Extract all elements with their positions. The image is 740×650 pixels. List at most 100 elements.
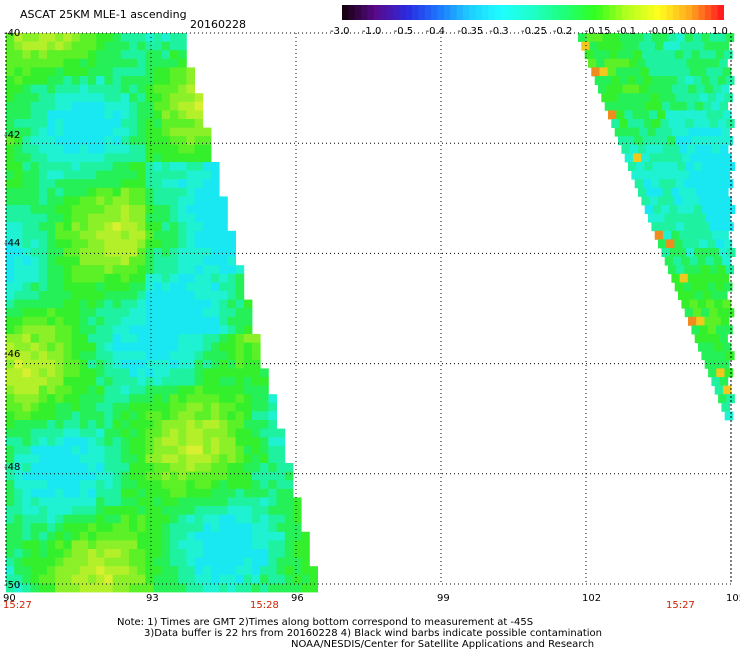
swath-cell [202, 402, 212, 412]
swath-cell [178, 351, 187, 361]
swath-cell [137, 93, 146, 103]
swath-cell [227, 454, 236, 464]
swath-cell [690, 153, 699, 163]
swath-cell [170, 359, 179, 369]
swath-cell [129, 574, 138, 584]
swath-cell [153, 325, 163, 335]
swath-cell [170, 127, 179, 137]
swath-cell [186, 368, 195, 378]
swath-cell [170, 239, 179, 249]
swath-cell [55, 557, 64, 567]
swath-cell [129, 110, 138, 120]
swath-cell [161, 162, 171, 171]
swath-cell [178, 480, 187, 490]
swath-cell [55, 308, 64, 318]
swath-cell [22, 230, 31, 240]
swath-cell [47, 127, 56, 137]
swath-cell [137, 334, 146, 343]
swath-cell [63, 50, 72, 60]
swath-cell [202, 506, 212, 515]
swath-cell [104, 583, 113, 593]
swath-cell [227, 377, 236, 386]
colorbar-swatch [609, 5, 617, 20]
swath-cell [194, 557, 204, 567]
swath-cell [112, 531, 122, 541]
swath-cell [227, 583, 236, 593]
swath-cell [243, 299, 253, 309]
swath-cell [55, 33, 64, 42]
swath-cell [137, 402, 146, 412]
swath-cell [96, 549, 105, 558]
swath-cell [63, 420, 72, 429]
swath-cell [227, 385, 236, 395]
swath-cell [120, 531, 130, 541]
swath-cell [682, 196, 691, 206]
swath-cell [663, 127, 673, 137]
swath-cell [30, 187, 40, 197]
swath-cell [104, 179, 113, 189]
swath-cell [22, 41, 31, 51]
swath-cell [252, 557, 261, 567]
swath-cell [211, 256, 220, 266]
swath-cell [30, 583, 40, 593]
swath-cell [30, 110, 40, 120]
swath-cell [104, 248, 113, 257]
swath-cell [243, 402, 253, 412]
swath-cell [276, 566, 286, 576]
swath-cell [714, 385, 724, 395]
swath-cell [615, 67, 625, 77]
swath-cell [630, 41, 640, 51]
swath-cell [104, 239, 113, 249]
swath-cell [120, 411, 130, 421]
swath-cell [670, 101, 679, 111]
swath-cell [657, 110, 666, 120]
swath-cell [88, 110, 97, 120]
swath-cell [88, 506, 97, 515]
swath-cell [194, 574, 204, 584]
swath-cell [219, 316, 228, 326]
swath-cell [79, 50, 89, 60]
swath-cell [71, 394, 81, 404]
swath-cell [268, 471, 277, 481]
swath-cell [170, 33, 179, 42]
swath-cell [88, 76, 97, 85]
swath-cell [153, 420, 163, 429]
swath-cell [161, 170, 171, 180]
swath-cell [170, 428, 179, 438]
swath-cell [14, 136, 23, 146]
swath-cell [664, 256, 674, 266]
swath-cell [647, 127, 657, 137]
swath-cell [104, 557, 113, 567]
swath-cell [104, 282, 113, 292]
swath-cell [63, 256, 72, 266]
swath-cell [55, 411, 64, 421]
swath-cell [680, 127, 689, 137]
swath-cell [129, 127, 138, 137]
swath-cell [71, 334, 81, 343]
swath-cell [145, 50, 154, 60]
swath-cell [96, 101, 105, 111]
swath-cell [243, 480, 253, 490]
swath-cell [692, 222, 701, 232]
swath-cell [665, 153, 675, 163]
swath-cell [194, 256, 204, 266]
swath-cell [161, 308, 171, 318]
swath-cell [79, 523, 89, 533]
swath-cell [194, 531, 204, 541]
swath-cell [211, 574, 220, 584]
time-label: 15:27 [666, 600, 695, 611]
swath-cell [662, 144, 671, 154]
swath-cell [96, 394, 105, 404]
swath-cell [47, 506, 56, 515]
swath-cell [30, 454, 40, 464]
swath-cell [186, 480, 195, 490]
swath-cell [153, 187, 163, 197]
swath-cell [30, 153, 40, 163]
swath-cell [47, 33, 56, 42]
colorbar-swatch [520, 5, 528, 20]
swath-cell [47, 549, 56, 558]
swath-cell [178, 187, 187, 197]
swath-cell [680, 170, 690, 180]
swath-cell [6, 523, 15, 533]
swath-cell [170, 248, 179, 257]
